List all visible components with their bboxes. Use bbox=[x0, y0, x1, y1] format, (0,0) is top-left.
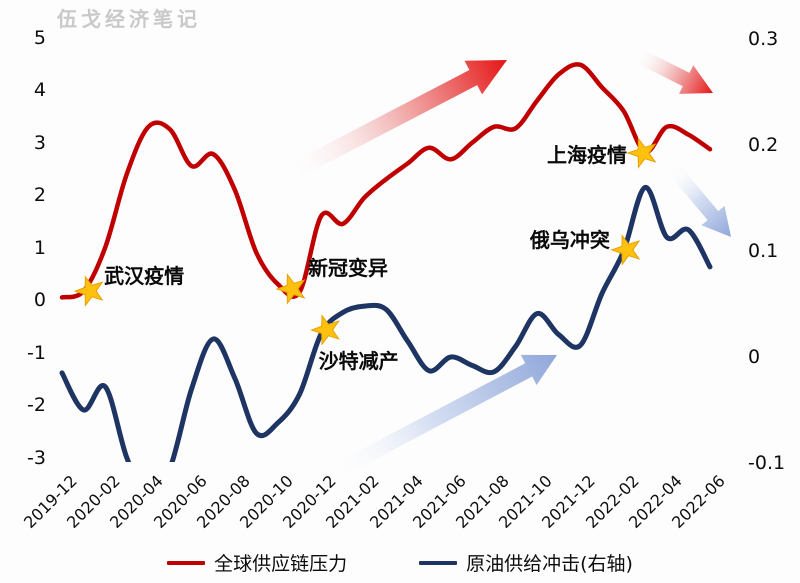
series-line-0 bbox=[59, 62, 713, 300]
left-y-tick: 2 bbox=[33, 184, 46, 206]
event-label: 新冠变异 bbox=[308, 256, 388, 280]
event-star-icon bbox=[610, 234, 641, 266]
event-label: 俄乌冲突 bbox=[529, 228, 610, 252]
left-y-tick: -1 bbox=[27, 341, 46, 364]
right-y-tick: 0 bbox=[748, 346, 761, 368]
left-y-tick: 4 bbox=[33, 79, 46, 101]
watermark-text: 伍戈经济笔记 bbox=[57, 7, 201, 31]
right-y-tick: 0.1 bbox=[748, 240, 779, 262]
left-y-tick: -2 bbox=[27, 394, 46, 416]
event-label: 上海疫情 bbox=[547, 143, 627, 167]
navy-line-swatch bbox=[419, 560, 458, 565]
event-star-icon bbox=[73, 275, 104, 307]
red-line-swatch bbox=[167, 560, 206, 565]
blue-trend-arrow bbox=[667, 163, 731, 237]
red-trend-arrow bbox=[633, 48, 713, 94]
series-line-1 bbox=[59, 184, 713, 462]
series-layer bbox=[59, 62, 713, 462]
legend-label: 全球供应链压力 bbox=[214, 553, 348, 575]
blue-trend-arrow bbox=[329, 354, 557, 480]
left-y-tick: 5 bbox=[33, 26, 46, 49]
right-y-tick: 0.3 bbox=[748, 28, 779, 50]
left-y-tick: 1 bbox=[33, 236, 46, 259]
trend-arrows-layer bbox=[286, 48, 731, 480]
red-trend-arrow bbox=[286, 60, 507, 181]
event-star-icon bbox=[275, 273, 306, 305]
legend-item-oil-shock: 原油供给冲击(右轴) bbox=[419, 549, 633, 576]
event-star-icon bbox=[310, 314, 340, 346]
right-y-tick: -0.1 bbox=[748, 452, 786, 474]
event-label: 武汉疫情 bbox=[104, 264, 184, 288]
right-y-tick: 0.2 bbox=[748, 134, 779, 156]
legend-label: 原油供给冲击(右轴) bbox=[466, 553, 633, 575]
left-y-tick: 0 bbox=[33, 289, 46, 311]
legend: 全球供应链压力 原油供给冲击(右轴) bbox=[0, 549, 800, 576]
left-y-tick: 3 bbox=[33, 131, 46, 154]
event-stars-layer bbox=[73, 137, 657, 346]
event-star-icon bbox=[626, 137, 657, 169]
event-label: 沙特减产 bbox=[319, 349, 399, 373]
legend-item-supply-chain: 全球供应链压力 bbox=[167, 549, 347, 576]
left-y-tick: -3 bbox=[27, 446, 46, 469]
